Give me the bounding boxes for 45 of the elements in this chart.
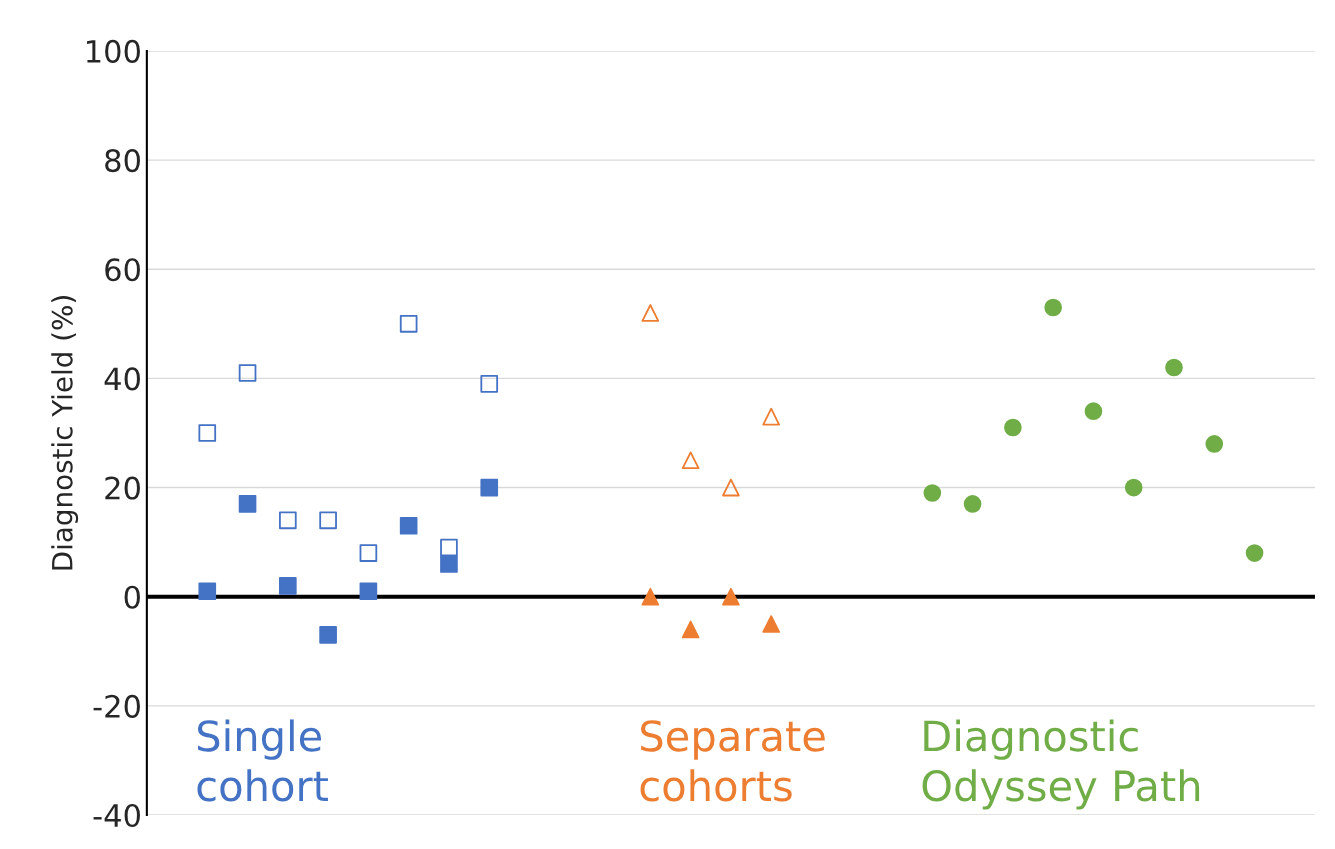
point xyxy=(279,511,297,530)
series-label: Single cohort xyxy=(197,719,328,802)
y-axis-title: Diagnostic Yield (%) xyxy=(51,296,79,570)
y-tick-label: 100 xyxy=(87,39,140,63)
point xyxy=(762,407,781,426)
point xyxy=(722,587,740,606)
point xyxy=(399,315,418,333)
point xyxy=(963,495,982,513)
y-tick-label: 80 xyxy=(105,149,140,173)
point xyxy=(399,516,418,535)
point xyxy=(480,375,499,393)
point xyxy=(319,626,337,644)
point xyxy=(681,620,700,639)
point xyxy=(440,538,458,557)
point xyxy=(1124,478,1143,497)
point xyxy=(198,582,217,601)
text: Diagnostic Odyssey Path xyxy=(922,719,1200,810)
point xyxy=(1004,418,1022,437)
point xyxy=(319,511,337,530)
point xyxy=(238,364,257,382)
point xyxy=(1245,544,1264,562)
point xyxy=(641,304,660,322)
y-tick-label: 0 xyxy=(124,585,140,609)
point xyxy=(1165,358,1183,377)
y-tick-label: -40 xyxy=(93,803,140,828)
y-tick-label: 40 xyxy=(104,367,140,391)
point xyxy=(359,544,378,562)
point xyxy=(1084,402,1103,420)
point xyxy=(641,587,660,606)
point xyxy=(440,555,458,573)
point xyxy=(279,576,297,595)
point xyxy=(722,478,740,497)
point xyxy=(1205,435,1224,453)
y-tick-label: 20 xyxy=(105,476,140,500)
point xyxy=(923,484,942,502)
point xyxy=(238,495,257,513)
point xyxy=(198,424,217,442)
point xyxy=(762,615,781,633)
point xyxy=(681,451,700,470)
text: Separate cohorts xyxy=(640,720,825,802)
point xyxy=(359,582,378,601)
y-tick-label: 60 xyxy=(105,258,140,282)
y-tick-label: -20 xyxy=(93,694,140,718)
point xyxy=(1044,298,1062,317)
point xyxy=(480,478,499,497)
